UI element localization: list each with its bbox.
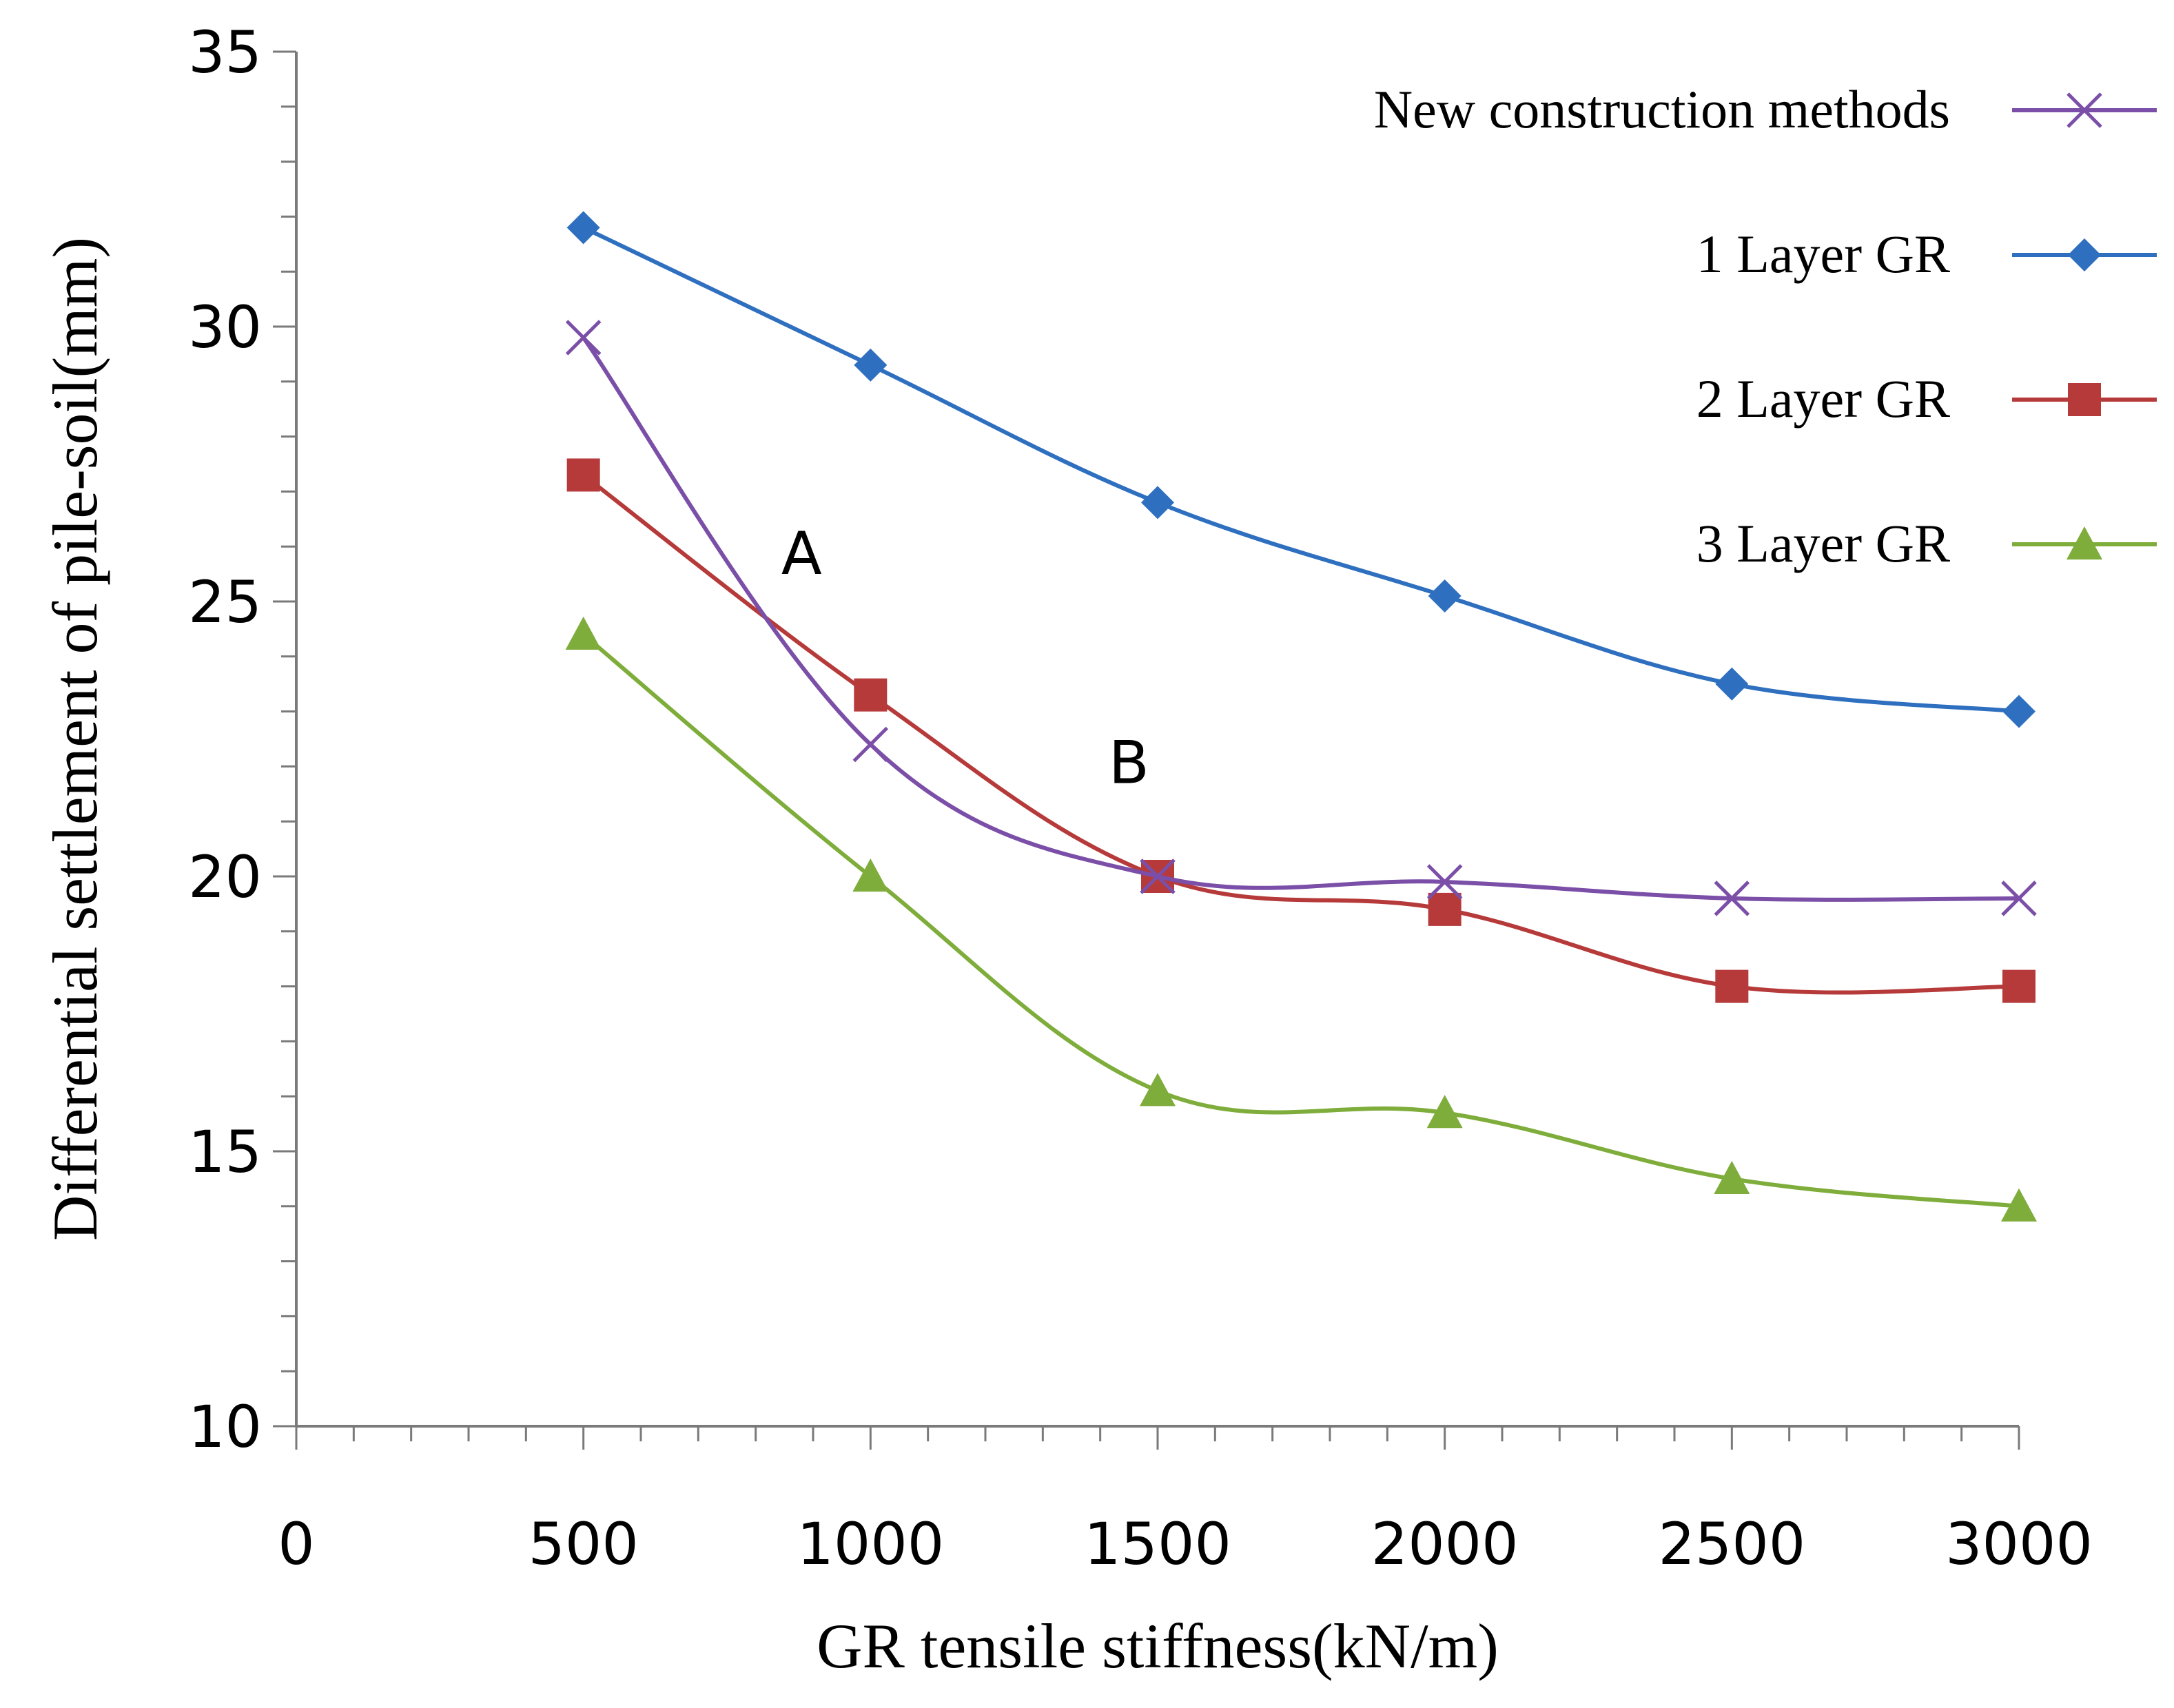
data-point-new-construction-methods — [852, 726, 889, 763]
data-point-1-layer-gr — [1715, 667, 1749, 701]
annotation-a: A — [781, 519, 822, 588]
y-tick-label: 25 — [188, 568, 262, 636]
data-point-new-construction-methods-stroke — [2001, 881, 2037, 916]
data-point-2-layer-gr — [854, 678, 888, 712]
data-point-new-construction-methods — [565, 320, 602, 356]
x-tick-label: 0 — [278, 1510, 314, 1578]
data-point-1-layer-gr — [566, 211, 600, 245]
data-point-new-construction-methods — [2001, 881, 2037, 916]
x-axis-title: GR tensile stiffness(kN/m) — [817, 1611, 1499, 1681]
data-point-new-construction-methods-stroke — [1426, 864, 1463, 900]
x-tick-label: 500 — [528, 1510, 638, 1578]
series-layer — [565, 211, 2037, 1222]
legend-marker-2-layer-gr — [2068, 383, 2101, 416]
y-tick-label: 10 — [188, 1393, 262, 1461]
series-line-2-layer-gr — [582, 473, 2020, 995]
legend-label-1-layer-gr: 1 Layer GR — [1696, 224, 1950, 284]
x-tick-label: 2500 — [1658, 1510, 1805, 1578]
legend-label-3-layer-gr: 3 Layer GR — [1696, 513, 1950, 573]
data-point-new-construction-methods-stroke — [852, 726, 889, 763]
legend-marker-3-layer-gr — [2067, 526, 2102, 560]
data-point-2-layer-gr — [566, 458, 600, 492]
series-line-1-layer-gr — [582, 225, 2020, 714]
legend-marker-new-construction-methods-stroke — [2067, 92, 2102, 128]
data-point-2-layer-gr — [1428, 892, 1462, 926]
y-tick-label: 30 — [188, 294, 262, 361]
annotation-b: B — [1109, 728, 1149, 797]
data-point-new-construction-methods — [1426, 864, 1463, 900]
y-tick-label: 20 — [188, 843, 262, 911]
data-point-2-layer-gr — [1715, 969, 1749, 1003]
data-point-3-layer-gr — [1714, 1160, 1750, 1194]
legend-label-new-construction-methods: New construction methods — [1374, 79, 1950, 139]
data-point-1-layer-gr — [2002, 694, 2035, 728]
axes: 10 15 20 25 30 35 0 500 1000 1500 2000 2500 3000 GR t… — [40, 19, 2093, 1681]
annotation-layer: AB — [781, 519, 1149, 797]
legend-marker-1-layer-gr — [2068, 238, 2101, 271]
data-point-new-construction-methods — [1140, 858, 1176, 894]
data-point-3-layer-gr — [1140, 1073, 1176, 1107]
y-tick-label: 35 — [188, 19, 262, 86]
data-point-new-construction-methods — [1714, 881, 1750, 916]
x-tick-label: 2000 — [1371, 1510, 1519, 1578]
data-point-3-layer-gr — [852, 858, 889, 892]
data-point-new-construction-methods-stroke — [1714, 881, 1750, 916]
y-axis-title: Differential settlement of pile-soil(mm) — [40, 237, 110, 1241]
data-point-1-layer-gr — [1141, 486, 1174, 519]
data-point-1-layer-gr — [1428, 579, 1462, 613]
data-point-3-layer-gr — [565, 616, 602, 650]
legend: New construction methods 1 Layer GR 2 Laye… — [1374, 79, 2157, 573]
data-point-3-layer-gr — [2001, 1188, 2037, 1222]
data-point-new-construction-methods-stroke — [565, 320, 602, 356]
data-point-2-layer-gr — [2002, 969, 2035, 1003]
x-tick-label: 1000 — [797, 1510, 944, 1578]
series-line-3-layer-gr — [582, 632, 2020, 1208]
data-point-new-construction-methods-stroke — [1140, 858, 1176, 894]
x-tick-label: 1500 — [1084, 1510, 1231, 1578]
y-tick-label: 15 — [188, 1118, 262, 1186]
data-point-1-layer-gr — [854, 348, 888, 382]
legend-marker-new-construction-methods — [2067, 92, 2102, 128]
legend-label-2-layer-gr: 2 Layer GR — [1696, 369, 1950, 429]
x-tick-label: 3000 — [1945, 1510, 2093, 1578]
data-point-3-layer-gr — [1426, 1095, 1463, 1129]
series-line-new-construction-methods — [582, 336, 2020, 902]
